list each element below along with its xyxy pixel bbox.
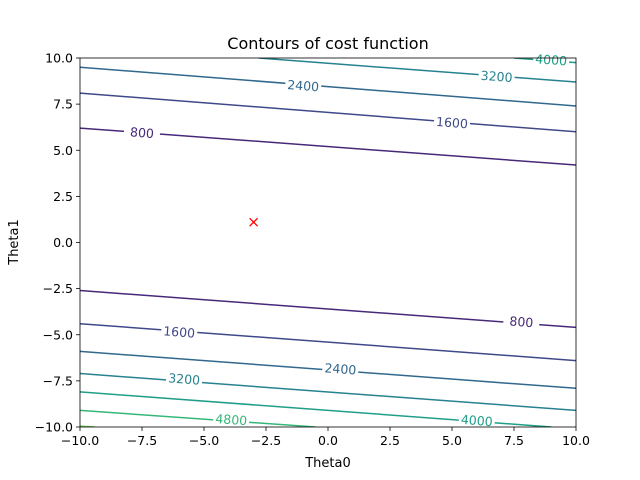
contour-label-background [123, 123, 161, 142]
y-axis-label: Theta1 [7, 219, 22, 266]
y-tick-label: 5.0 [53, 143, 73, 158]
x-tick-label: 5.0 [442, 433, 462, 448]
y-tick-label: −7.5 [43, 373, 73, 388]
contour-label-group: 3200 [478, 67, 516, 85]
y-tick-label: −10.0 [35, 420, 73, 435]
contour-label-group: 2400 [284, 76, 322, 95]
y-tick-label: 0.0 [53, 235, 73, 250]
contour-line-3200 [80, 372, 576, 412]
contour-label-background [502, 312, 540, 331]
contour-label: 4000 [535, 51, 568, 68]
contour-label: 3200 [168, 370, 201, 387]
chart-title: Contours of cost function [227, 34, 428, 53]
x-tick-label: 2.5 [380, 433, 400, 448]
contour-label-background [478, 67, 516, 85]
contour-label: 800 [509, 313, 534, 330]
contour-label-group: 4800 [212, 410, 250, 428]
contour-label-group: 4000 [532, 50, 570, 69]
contour-label-group: 800 [123, 123, 161, 142]
x-tick-label: −10.0 [61, 433, 99, 448]
contour-line-3200 [258, 58, 576, 83]
x-tick-label: 7.5 [504, 433, 524, 448]
contour-label-background [321, 359, 359, 378]
contour-line-4800 [80, 409, 316, 427]
contour-label: 4800 [215, 411, 248, 428]
contour-label-background [212, 410, 250, 428]
contour-label-group: 2400 [321, 359, 359, 378]
contour-label-group: 1600 [433, 113, 471, 131]
contour-line-2400 [80, 66, 576, 107]
contour-label: 3200 [480, 68, 513, 85]
contour-line-800 [80, 127, 576, 166]
contour-label: 1600 [163, 323, 196, 340]
minimum-marker [249, 217, 259, 227]
y-tick-label: 10.0 [45, 51, 73, 66]
contour-label: 800 [130, 124, 155, 141]
y-tick-label: −2.5 [43, 281, 73, 296]
x-tick-label: −7.5 [127, 433, 157, 448]
marker-stroke [249, 217, 259, 227]
x-tick-label: −5.0 [189, 433, 219, 448]
contour-line-1600 [80, 92, 576, 133]
contour-label-background [433, 113, 471, 131]
contour-label-background [284, 76, 322, 95]
contour-label-background [458, 411, 496, 429]
minimum-markers [249, 217, 259, 227]
y-tick-label: −5.0 [43, 327, 73, 342]
y-axis-ticks: −10.0 −7.5 −5.0 −2.5 0.0 2.5 5.0 7.5 10.0 [35, 51, 80, 435]
contour-label-group: 800 [502, 312, 540, 331]
x-tick-label: 10.0 [562, 433, 590, 448]
contour-label-group: 4000 [458, 411, 496, 429]
contour-label: 4000 [460, 412, 493, 429]
contour-label-background [165, 369, 203, 388]
y-tick-label: 2.5 [53, 189, 73, 204]
contour-line-800 [80, 289, 576, 329]
x-tick-label: 0.0 [318, 433, 338, 448]
contour-label: 1600 [436, 114, 469, 131]
contour-label: 2400 [324, 360, 357, 377]
y-tick-label: 7.5 [53, 97, 73, 112]
contour-labels: 800 800 1600 1600 2400 2400 3200 3200 4000 4000 48… [123, 50, 570, 429]
contour-label-group: 1600 [160, 322, 198, 341]
contour-label-background [532, 50, 570, 69]
contour-label-background [160, 322, 198, 341]
x-axis-label: Theta0 [304, 456, 351, 471]
contour-label: 2400 [287, 77, 320, 94]
contour-label-group: 3200 [165, 369, 203, 388]
x-axis-ticks: −10.0 −7.5 −5.0 −2.5 0.0 2.5 5.0 7.5 10.0 [61, 427, 590, 448]
x-tick-label: −2.5 [251, 433, 281, 448]
